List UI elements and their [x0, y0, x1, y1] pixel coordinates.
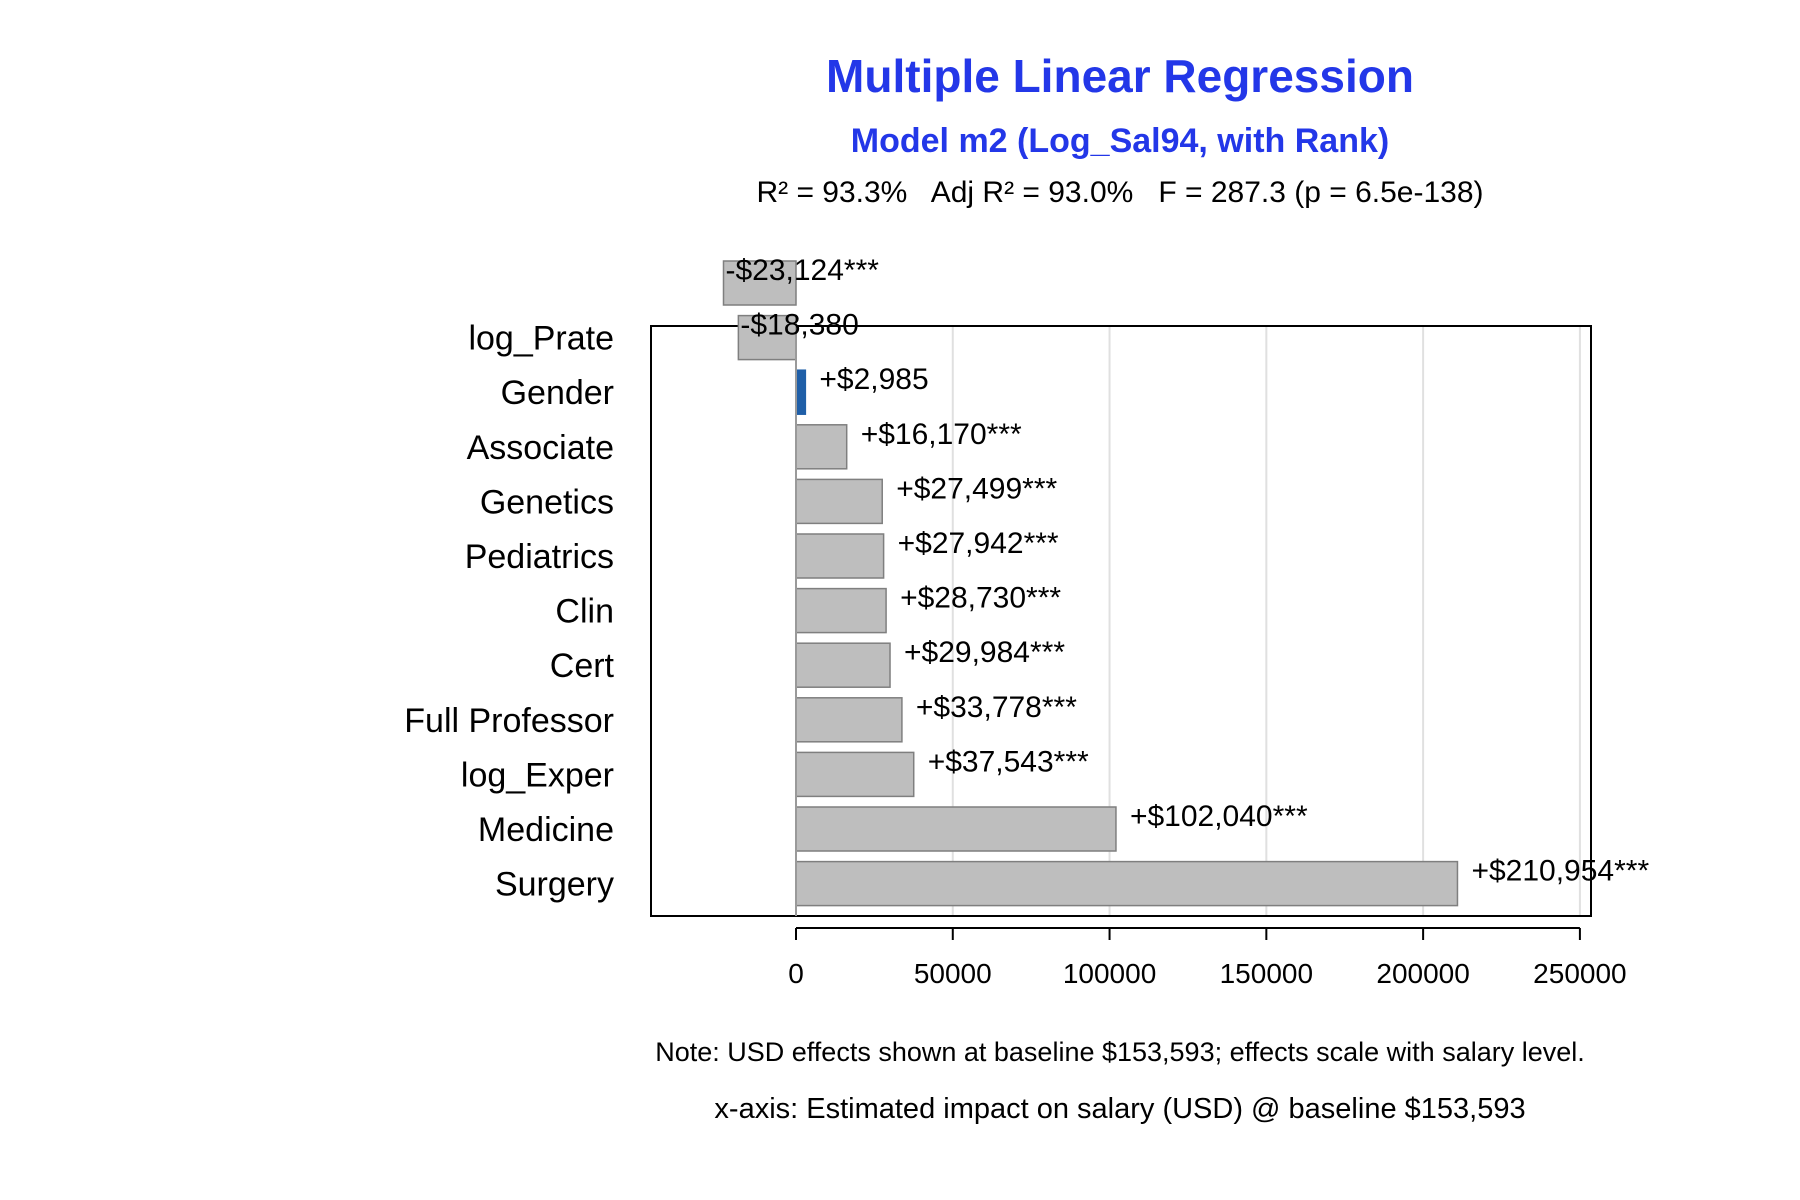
value-label: +$16,170*** — [861, 418, 1022, 451]
category-label: log_Exper — [461, 756, 614, 794]
x-tick-label: 150000 — [1220, 958, 1313, 989]
category-label: Cert — [550, 647, 615, 685]
bar — [795, 369, 807, 415]
x-tick-label: 250000 — [1533, 958, 1626, 989]
bar — [795, 697, 903, 743]
value-label: +$37,543*** — [928, 745, 1089, 778]
category-label: Gender — [501, 374, 614, 412]
category-label: Full Professor — [404, 702, 614, 740]
bar — [795, 478, 883, 525]
category-label: Medicine — [478, 811, 614, 849]
x-tick-label: 0 — [788, 958, 804, 989]
bar — [795, 587, 887, 634]
x-tick-label: 200000 — [1376, 958, 1469, 989]
x-axis: 0 50000 100000 150000 200000 250000 — [788, 927, 1627, 989]
value-label: +$2,985 — [819, 363, 928, 396]
value-label: +$33,778*** — [916, 691, 1077, 724]
model-stats-line: R² = 93.3% Adj R² = 93.0% F = 287.3 (p =… — [756, 176, 1483, 209]
x-axis-label: x-axis: Estimated impact on salary (USD)… — [714, 1093, 1525, 1125]
chart-note: Note: USD effects shown at baseline $153… — [655, 1037, 1585, 1067]
plot-frame — [650, 325, 1592, 917]
category-label: Associate — [467, 429, 614, 467]
bar — [795, 424, 848, 470]
chart-title: Multiple Linear Regression — [826, 50, 1414, 102]
value-label: -$23,124*** — [725, 254, 879, 287]
value-label: +$28,730*** — [900, 582, 1061, 615]
chart-subtitle: Model m2 (Log_Sal94, with Rank) — [851, 122, 1389, 160]
value-labels: -$23,124*** -$18,380 +$2,985 +$16,170*** +$2… — [725, 254, 1649, 888]
value-label: +$29,984*** — [904, 636, 1065, 669]
bar — [795, 642, 891, 688]
bar — [795, 751, 915, 798]
x-tick-label: 50000 — [914, 958, 992, 989]
bar — [795, 860, 1459, 907]
value-label: +$102,040*** — [1130, 800, 1308, 833]
category-label: Pediatrics — [465, 538, 614, 576]
bar — [722, 260, 797, 306]
bar — [795, 533, 885, 579]
value-label: +$210,954*** — [1471, 855, 1649, 888]
value-label: +$27,942*** — [898, 527, 1059, 560]
value-label: -$18,380 — [740, 309, 858, 342]
category-labels: log_Prate Gender Associate Genetics Pediatri… — [404, 320, 614, 904]
x-tick-label: 100000 — [1063, 958, 1156, 989]
bar — [795, 806, 1117, 852]
bars — [722, 260, 1459, 916]
category-label: Clin — [555, 593, 614, 631]
category-label: Surgery — [495, 866, 614, 904]
category-label: log_Prate — [468, 320, 614, 358]
value-label: +$27,499*** — [896, 472, 1057, 505]
category-label: Genetics — [480, 483, 614, 521]
